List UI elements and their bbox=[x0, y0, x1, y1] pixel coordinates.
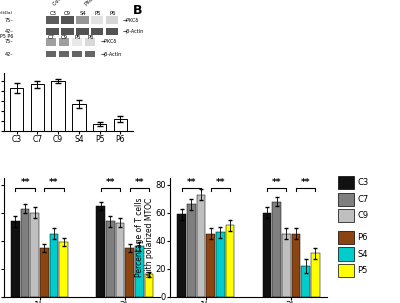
Bar bbox=[301, 266, 310, 297]
Bar bbox=[10, 88, 23, 131]
Bar bbox=[59, 38, 69, 46]
Bar bbox=[177, 214, 186, 297]
Bar bbox=[263, 213, 271, 297]
Text: **: ** bbox=[49, 178, 59, 187]
Text: P6: P6 bbox=[87, 35, 94, 41]
Text: 75–: 75– bbox=[4, 39, 13, 44]
Bar bbox=[206, 234, 215, 297]
Bar bbox=[197, 195, 205, 297]
Bar bbox=[31, 84, 44, 131]
Text: P5: P5 bbox=[94, 11, 101, 16]
Bar bbox=[21, 208, 30, 297]
Text: P6: P6 bbox=[357, 233, 368, 242]
Bar bbox=[106, 28, 118, 35]
Bar bbox=[46, 51, 56, 57]
Bar bbox=[187, 204, 196, 297]
Text: C7 C9 P5 P6: C7 C9 P5 P6 bbox=[0, 34, 13, 38]
Bar bbox=[338, 209, 354, 222]
Bar bbox=[125, 248, 134, 297]
Bar bbox=[30, 213, 39, 297]
Text: **: ** bbox=[106, 178, 115, 187]
Text: C9: C9 bbox=[357, 211, 368, 220]
Text: C3: C3 bbox=[357, 178, 369, 187]
Bar bbox=[76, 28, 88, 35]
Bar bbox=[116, 223, 124, 297]
Text: S4: S4 bbox=[79, 11, 86, 16]
Text: P5: P5 bbox=[74, 35, 81, 41]
Text: 42–: 42– bbox=[4, 29, 13, 34]
Bar bbox=[114, 119, 127, 131]
Bar bbox=[84, 38, 95, 46]
Text: P5: P5 bbox=[357, 266, 368, 275]
Text: C9: C9 bbox=[61, 35, 68, 41]
Bar bbox=[59, 51, 69, 57]
Text: S4: S4 bbox=[151, 75, 162, 84]
Text: →β-Actin: →β-Actin bbox=[123, 29, 144, 34]
Bar bbox=[11, 221, 20, 297]
Y-axis label: Percentage of T cells
with polarized MTOC: Percentage of T cells with polarized MTO… bbox=[135, 198, 154, 277]
Text: **: ** bbox=[216, 178, 225, 187]
Text: **: ** bbox=[272, 178, 282, 187]
Text: C3: C3 bbox=[235, 11, 246, 20]
Text: →PKCδ: →PKCδ bbox=[123, 18, 139, 23]
Text: S4: S4 bbox=[357, 249, 368, 258]
Text: Mw(kDa): Mw(kDa) bbox=[0, 11, 13, 15]
Bar bbox=[46, 16, 59, 24]
Text: PKCδ shRNA: PKCδ shRNA bbox=[84, 0, 109, 7]
Bar bbox=[226, 225, 234, 297]
Text: P5: P5 bbox=[235, 75, 246, 84]
Bar bbox=[46, 28, 59, 35]
Bar bbox=[93, 124, 106, 131]
Text: **: ** bbox=[20, 178, 30, 187]
Bar bbox=[72, 51, 82, 57]
Bar bbox=[338, 176, 354, 189]
Text: 75–: 75– bbox=[4, 18, 13, 23]
Bar bbox=[282, 234, 291, 297]
Bar bbox=[91, 28, 104, 35]
Text: **: ** bbox=[301, 178, 310, 187]
Text: →β-Actin: →β-Actin bbox=[101, 52, 122, 57]
Bar bbox=[51, 81, 65, 131]
Text: 42–: 42– bbox=[4, 52, 13, 57]
Bar bbox=[59, 242, 68, 297]
Text: C3: C3 bbox=[49, 11, 56, 16]
Text: B: B bbox=[133, 4, 143, 17]
Bar bbox=[40, 248, 49, 297]
Bar bbox=[292, 234, 300, 297]
Bar bbox=[135, 246, 144, 297]
Bar bbox=[61, 28, 74, 35]
Text: →PKCδ: →PKCδ bbox=[101, 39, 117, 44]
Bar bbox=[96, 206, 105, 297]
Text: C9: C9 bbox=[64, 11, 71, 16]
Bar bbox=[50, 234, 58, 297]
Text: **: ** bbox=[134, 178, 144, 187]
Bar bbox=[338, 193, 354, 206]
Bar bbox=[91, 16, 104, 24]
Text: Cont shRNA: Cont shRNA bbox=[52, 0, 76, 7]
Text: P6: P6 bbox=[109, 11, 116, 16]
Bar bbox=[338, 231, 354, 244]
Bar bbox=[272, 201, 281, 297]
Text: C7: C7 bbox=[357, 195, 369, 204]
Text: **: ** bbox=[187, 178, 196, 187]
Bar bbox=[76, 16, 88, 24]
Bar bbox=[106, 16, 118, 24]
Bar bbox=[338, 248, 354, 261]
Bar bbox=[72, 105, 86, 131]
Bar bbox=[72, 38, 82, 46]
Bar bbox=[216, 232, 225, 297]
Bar bbox=[84, 51, 95, 57]
Text: C3: C3 bbox=[151, 11, 162, 20]
Bar bbox=[144, 275, 153, 297]
Bar bbox=[106, 221, 115, 297]
Bar bbox=[46, 38, 56, 46]
Text: C7: C7 bbox=[48, 35, 55, 41]
Bar bbox=[311, 253, 320, 297]
Bar bbox=[338, 264, 354, 277]
Bar bbox=[61, 16, 74, 24]
